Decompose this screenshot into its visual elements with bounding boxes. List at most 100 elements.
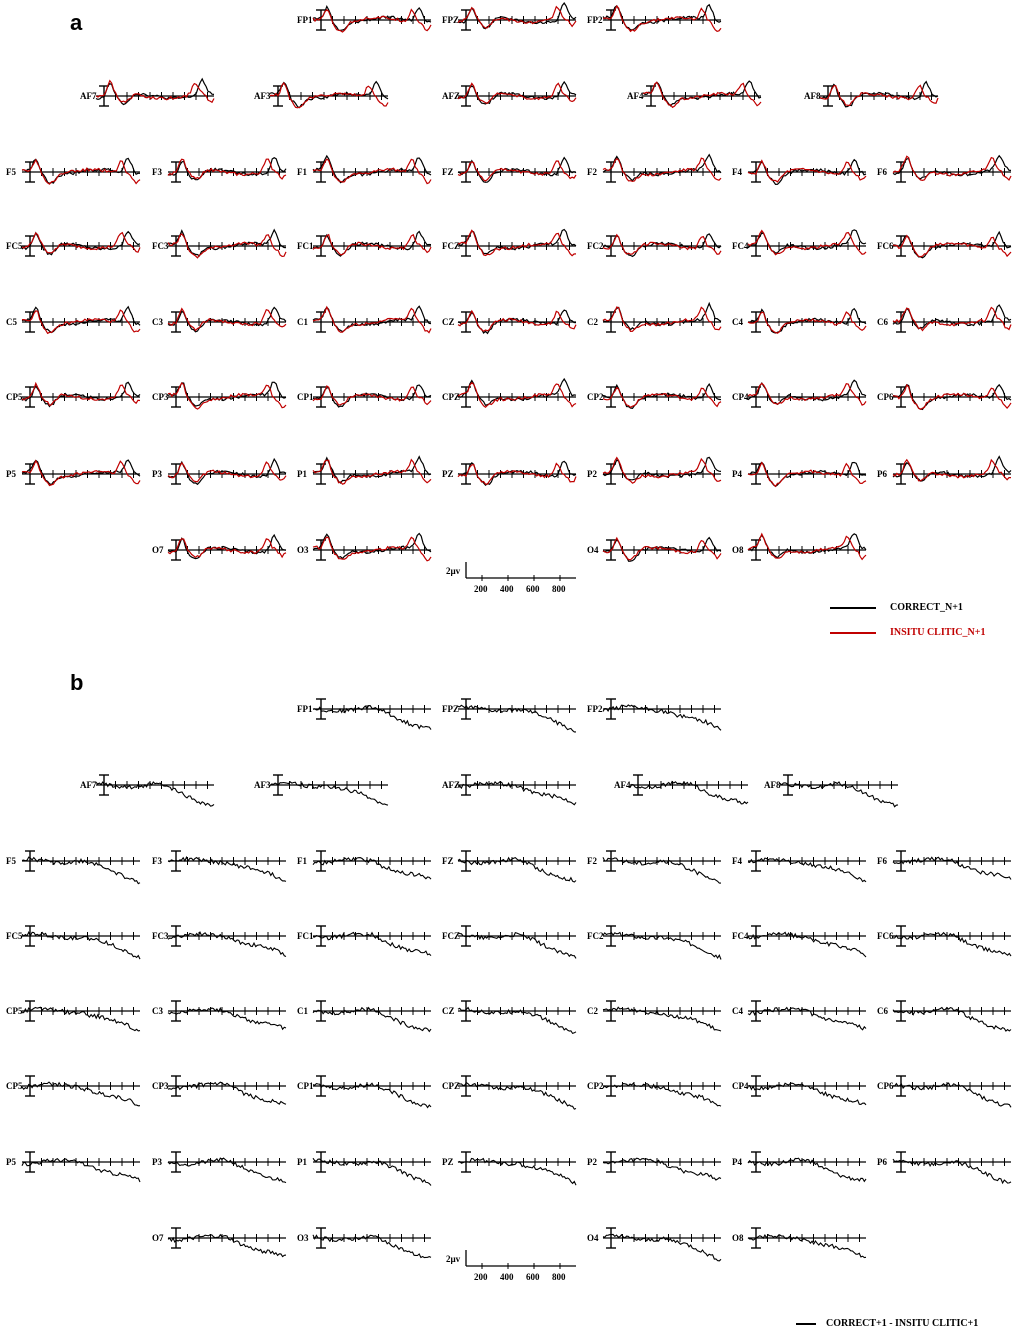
electrode-plot-a-fp1: FP1 [297,4,432,33]
electrode-plot-b-f6: F6 [877,850,1012,880]
series-line-correct [167,457,287,486]
electrode-axes [96,774,214,796]
series-line-insitu-clitic [21,231,141,254]
electrode-label: CZ [442,1006,455,1016]
electrode-label: O4 [587,1233,599,1243]
electrode-plot-b-cp3: CP3 [152,1075,287,1105]
series-line-difference [602,1082,722,1107]
series-line-insitu-clitic [457,229,577,257]
electrode-axes [603,235,721,257]
electrode-plot-a-cpz: CPZ [442,377,577,408]
electrode-plot-b-o8: O8 [732,1227,867,1259]
series-line-difference [602,857,721,884]
electrode-plot-b-cp2: CP2 [587,1075,722,1107]
electrode-plot-b-o4: O4 [587,1227,722,1262]
series-line-insitu-clitic [457,462,577,485]
electrode-plot-a-af4: AF4 [627,80,762,109]
electrode-label: C3 [152,317,163,327]
electrode-plot-a-p4: P4 [732,461,867,488]
series-line-correct [602,382,722,410]
series-line-insitu-clitic [21,459,141,487]
electrode-plot-a-f1: F1 [297,154,432,185]
electrode-plot-b-p2: P2 [587,1151,722,1181]
series-line-insitu-clitic [602,157,722,183]
scale-tick-label: 200 [474,584,488,594]
series-line-insitu-clitic [95,79,215,104]
electrode-label: PZ [442,1157,454,1167]
electrode-label: O8 [732,545,744,555]
electrode-label: FC4 [732,241,749,251]
series-line-difference [892,856,1012,880]
electrode-label: PZ [442,469,454,479]
series-line-difference [269,781,389,806]
scale-amplitude-label: 2µv [446,1254,461,1264]
series-line-difference [312,705,432,730]
electrode-plot-a-cp4: CP4 [732,379,867,408]
series-line-difference [629,780,749,805]
electrode-plot-b-cp4: CP4 [732,1075,867,1106]
series-line-insitu-clitic [167,382,287,410]
series-line-insitu-clitic [21,158,141,185]
electrode-plot-b-o7: O7 [152,1227,287,1258]
electrode-plot-a-fc3: FC3 [152,228,287,259]
electrode-plot-a-c6: C6 [877,304,1012,333]
electrode-plot-a-fz: FZ [442,156,577,183]
legend-swatch-black [830,606,876,609]
series-line-insitu-clitic [602,456,722,484]
series-line-insitu-clitic [747,311,867,334]
electrode-axes [313,1075,431,1097]
electrode-plot-b-af4: AF4 [614,774,749,805]
series-line-insitu-clitic [819,84,939,107]
electrode-plot-a-c5: C5 [6,305,141,335]
electrode-label: O8 [732,1233,744,1243]
series-line-insitu-clitic [892,234,1012,258]
series-line-difference [167,930,287,958]
electrode-plot-b-pz: PZ [442,1151,577,1186]
electrode-axes [780,774,898,796]
electrode-plot-b-p3: P3 [152,1151,287,1184]
electrode-axes [22,850,140,872]
series-line-difference [747,1233,867,1259]
electrode-plot-b-cp1: CP1 [297,1075,432,1109]
electrode-axes [458,850,576,872]
electrode-axes [22,1151,140,1173]
electrode-label: F2 [587,167,597,177]
electrode-label: P2 [587,469,597,479]
electrode-plot-b-fcz: FCZ [442,925,577,959]
electrode-plot-a-f3: F3 [152,157,287,183]
electrode-plot-b-c4: C4 [732,1000,867,1031]
series-line-insitu-clitic [22,309,141,335]
electrode-label: P4 [732,469,742,479]
electrode-label: FCZ [442,241,460,251]
electrode-plot-b-cp5: CP5 [6,1000,141,1032]
electrode-label: P5 [6,1157,16,1167]
series-line-correct [21,381,141,408]
electrode-label: F5 [6,856,16,866]
electrode-plot-b-fp2: FP2 [587,698,722,731]
series-line-correct [457,156,577,183]
electrode-axes [458,1000,576,1022]
electrode-label: FP2 [587,704,603,714]
electrode-label: F3 [152,167,162,177]
electrode-plot-a-c4: C4 [732,307,867,334]
series-line-difference [747,931,867,958]
series-line-difference [312,856,432,880]
scale-key-a: 2µv 200 400 600 800 [446,562,576,594]
series-line-insitu-clitic [167,461,287,483]
legend-label: CORRECT_N+1 [890,602,963,613]
electrode-label: FC2 [587,241,604,251]
series-line-difference [602,1006,722,1032]
electrode-label: FC6 [877,931,894,941]
electrode-plot-b-fz: FZ [442,850,577,883]
electrode-plot-b-f3: F3 [152,850,287,882]
electrode-label: C4 [732,317,743,327]
electrode-label: FC6 [877,241,894,251]
electrode-axes [22,925,140,947]
electrode-axes [313,698,431,720]
series-line-difference [892,1082,1012,1108]
series-line-insitu-clitic [892,383,1012,410]
electrode-label: AFZ [442,91,460,101]
electrode-label: P3 [152,1157,162,1167]
electrode-label: F4 [732,856,742,866]
